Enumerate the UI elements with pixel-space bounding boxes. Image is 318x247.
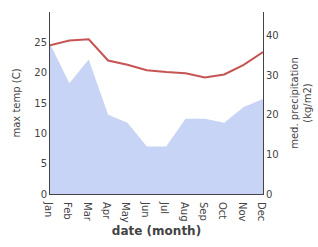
svg-text:Oct: Oct — [217, 202, 228, 219]
svg-text:Mar: Mar — [82, 202, 93, 222]
svg-text:Feb: Feb — [62, 202, 73, 220]
svg-text:Apr: Apr — [101, 202, 112, 220]
svg-text:5: 5 — [41, 158, 47, 169]
svg-text:0: 0 — [266, 189, 272, 200]
svg-text:Sep: Sep — [198, 202, 209, 221]
svg-text:max temp (C): max temp (C) — [11, 68, 22, 137]
svg-text:date (month): date (month) — [112, 224, 201, 238]
svg-text:20: 20 — [34, 67, 47, 78]
svg-text:10: 10 — [34, 128, 47, 139]
svg-text:Jan: Jan — [43, 201, 54, 217]
svg-text:30: 30 — [266, 70, 279, 81]
svg-text:0: 0 — [41, 189, 47, 200]
svg-text:25: 25 — [34, 37, 47, 48]
svg-text:40: 40 — [266, 30, 279, 41]
svg-text:Nov: Nov — [237, 202, 248, 222]
svg-text:Dec: Dec — [256, 202, 267, 221]
svg-text:Aug: Aug — [179, 202, 190, 222]
svg-text:20: 20 — [266, 109, 279, 120]
svg-text:med. precipitation(kg/m2): med. precipitation(kg/m2) — [289, 57, 313, 149]
svg-text:10: 10 — [266, 149, 279, 160]
svg-text:15: 15 — [34, 98, 47, 109]
svg-text:Jun: Jun — [140, 201, 151, 218]
svg-text:Jul: Jul — [159, 201, 170, 214]
svg-text:May: May — [120, 202, 131, 223]
